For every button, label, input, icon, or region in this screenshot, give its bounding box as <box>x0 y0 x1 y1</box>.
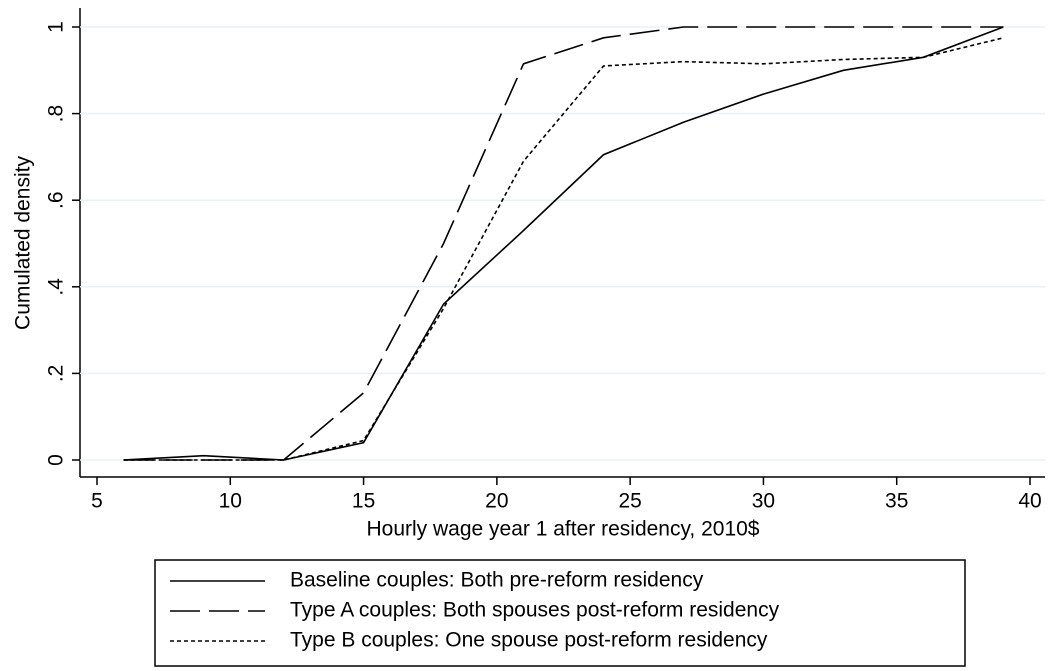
series-line <box>123 37 1004 461</box>
y-tick-label: .8 <box>45 105 68 123</box>
x-tick-label: 40 <box>1018 490 1041 513</box>
y-tick-label: .6 <box>45 191 68 209</box>
y-tick-label: 1 <box>45 21 68 33</box>
x-tick-label: 25 <box>618 490 641 513</box>
y-tick-label: .4 <box>45 278 68 296</box>
y-axis-label: Cumulated density <box>12 156 35 330</box>
x-tick-label: 15 <box>352 490 375 513</box>
x-tick-label: 5 <box>91 490 103 513</box>
legend-label: Baseline couples: Both pre-reform reside… <box>290 569 704 592</box>
x-tick-label: 20 <box>485 490 508 513</box>
y-tick-label: 0 <box>45 454 68 466</box>
series-line <box>123 26 1004 461</box>
y-tick-label: .2 <box>45 365 68 383</box>
legend-label: Type B couples: One spouse post-reform r… <box>290 629 768 652</box>
x-tick-label: 35 <box>885 490 908 513</box>
legend-box <box>154 559 966 667</box>
x-axis-label: Hourly wage year 1 after residency, 2010… <box>367 518 760 541</box>
x-tick-label: 10 <box>219 490 242 513</box>
legend-label: Type A couples: Both spouses post-reform… <box>290 599 780 622</box>
x-tick-label: 30 <box>752 490 775 513</box>
